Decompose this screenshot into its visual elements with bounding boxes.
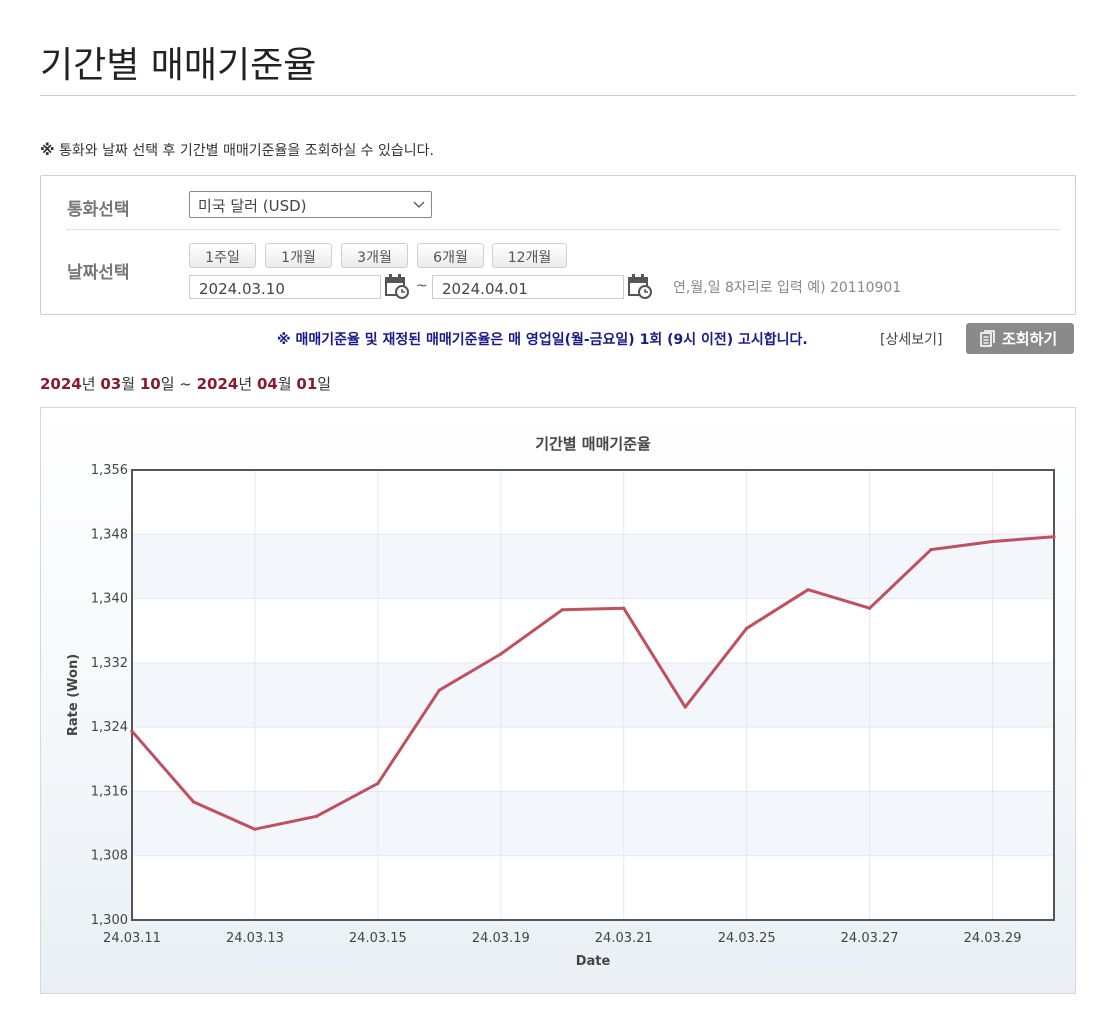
range-year-suffix: 년 [81,375,96,393]
y-tick-label: 1,316 [91,784,128,799]
data-point [1052,535,1056,539]
calendar-icon[interactable] [627,273,653,299]
x-tick-label: 24.03.13 [226,931,284,946]
range-separator: ~ [174,375,197,393]
data-point [868,606,872,610]
data-point [745,626,749,630]
chart-title: 기간별 매매기준율 [535,435,651,453]
data-point [314,814,318,818]
data-point [376,781,380,785]
range-day-suffix: 일 [317,375,332,393]
data-point [683,705,687,709]
range-day-suffix: 일 [160,375,175,393]
y-tick-label: 1,332 [91,656,128,671]
start-date-input[interactable]: 2024.03.10 [189,275,381,299]
row-divider [67,229,1059,230]
y-tick-label: 1,300 [91,913,128,928]
x-tick-label: 24.03.21 [595,931,653,946]
range-start-month: 03 [100,375,122,393]
detail-link[interactable]: [상세보기] [880,332,943,348]
x-axis-label: Date [576,954,611,969]
notice: ※ 통화와 날짜 선택 후 기간별 매매기준율을 조회하실 수 있습니다. [40,140,434,160]
notice-text: 통화와 날짜 선택 후 기간별 매매기준율을 조회하실 수 있습니다. [54,143,434,159]
data-point [130,729,134,733]
plot-band [132,662,1054,728]
data-point [437,688,441,692]
query-button-label: 조회하기 [1002,330,1058,348]
rate-chart-svg: 기간별 매매기준율 1,300 1,308 1,316 1,324 1,332 1,340 1… [66,435,1056,969]
range-start-day: 10 [139,375,161,393]
rate-chart: 기간별 매매기준율 1,300 1,308 1,316 1,324 1,332 1,340 1… [40,407,1076,994]
period-6month-button[interactable]: 6개월 [417,243,484,268]
range-start-year: 2024 [40,375,82,393]
data-point [929,547,933,552]
calendar-icon[interactable] [384,273,410,299]
period-1month-button[interactable]: 1개월 [265,243,332,268]
plot-border [131,469,1055,921]
query-button[interactable]: 조회하기 [966,323,1074,354]
range-end-year: 2024 [196,375,239,393]
range-end-month: 04 [256,375,278,393]
currency-select-value: 미국 달러 (USD) [198,197,307,215]
y-tick-label: 1,308 [91,849,128,864]
period-1week-button[interactable]: 1주일 [189,243,256,268]
y-tick-label: 1,340 [91,592,128,607]
range-month-suffix: 월 [121,375,136,393]
x-tick-label: 24.03.29 [964,931,1022,946]
series-line [130,535,1055,831]
title-divider [40,95,1076,96]
range-month-suffix: 월 [277,375,292,393]
end-date-input[interactable]: 2024.04.01 [432,275,624,299]
plot-band [132,791,1054,856]
data-point [990,539,995,544]
y-axis-label: Rate (Won) [66,654,81,736]
x-tick-label: 24.03.27 [841,931,899,946]
date-format-hint: 연,월,일 8자리로 입력 예) 20110901 [673,280,902,296]
data-point [499,652,503,656]
x-tick-label: 24.03.11 [103,931,161,946]
document-icon [980,330,995,347]
data-point [622,606,626,610]
x-tick-label: 24.03.25 [718,931,776,946]
search-panel: 통화선택 미국 달러 (USD) 날짜선택 1주일 1개월 3개월 6개월 12… [40,175,1076,315]
period-12month-button[interactable]: 12개월 [492,243,567,268]
currency-select[interactable]: 미국 달러 (USD) [189,191,432,218]
y-tick-label: 1,348 [91,527,128,542]
y-tick-label: 1,356 [91,463,128,478]
y-tick-label: 1,324 [91,720,128,735]
data-point [253,827,257,831]
date-label: 날짜선택 [67,263,130,283]
range-end-day: 01 [296,375,318,393]
data-point [560,608,564,612]
range-year-suffix: 년 [238,375,253,393]
announcement-text: ※ 매매기준율 및 재정된 매매기준율은 매 영업일(월-금요일) 1회 (9시… [277,332,808,348]
x-tick-label: 24.03.15 [349,931,407,946]
page-title: 기간별 매매기준율 [40,45,317,86]
period-3month-button[interactable]: 3개월 [341,243,408,268]
data-point [806,588,810,592]
plot-band [132,534,1054,599]
currency-label: 통화선택 [67,200,130,220]
selected-range: 2024년 03월 10일 ~ 2024년 04월 01일 [40,373,331,394]
notice-mark: ※ [40,141,55,159]
chevron-down-icon [413,201,425,208]
x-tick-label: 24.03.19 [472,931,530,946]
data-point [191,800,196,804]
date-range-tilde: ~ [416,278,428,294]
